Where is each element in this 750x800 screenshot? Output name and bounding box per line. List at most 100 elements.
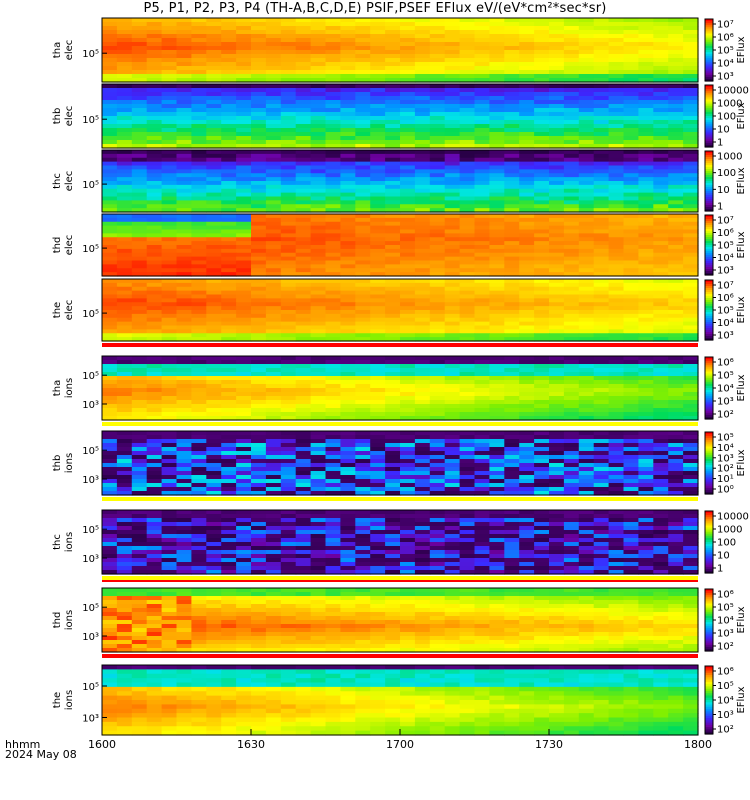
heatmap-cell-thb-elec bbox=[236, 108, 252, 113]
heatmap-cell-the-elec bbox=[474, 282, 490, 288]
heatmap-cell-thd-elec bbox=[668, 248, 684, 254]
heatmap-cell-thc-ions bbox=[295, 518, 312, 523]
heatmap-cell-thc-elec bbox=[683, 192, 699, 198]
heatmap-cell-thd-elec bbox=[251, 248, 267, 254]
heatmap-cell-thb-elec bbox=[623, 124, 639, 129]
heatmap-cell-thb-elec bbox=[653, 108, 669, 113]
heatmap-cell-thb-elec bbox=[206, 112, 222, 117]
heatmap-cell-thc-elec bbox=[668, 165, 684, 170]
colorbar-tick-label: 10 bbox=[717, 185, 730, 196]
heatmap-cell-thc-elec bbox=[653, 153, 669, 159]
heatmap-cell-thc-elec bbox=[414, 188, 431, 194]
colorbar-segment bbox=[705, 369, 713, 373]
heatmap-cell-thc-elec bbox=[325, 184, 341, 190]
heatmap-cell-thd-elec bbox=[295, 221, 312, 227]
heatmap-cell-thd-elec bbox=[608, 268, 625, 273]
heatmap-cell-tha-ions bbox=[295, 384, 312, 389]
heatmap-cell-tha-ions bbox=[549, 388, 565, 393]
heatmap-cell-tha-ions bbox=[280, 356, 297, 361]
heatmap-cell-thd-elec bbox=[623, 252, 639, 258]
heatmap-cell-thb-elec bbox=[310, 84, 327, 89]
heatmap-cell-thb-ions bbox=[563, 443, 580, 448]
heatmap-cell-thd-elec bbox=[102, 264, 118, 269]
heatmap-cell-thd-elec bbox=[310, 268, 327, 273]
heatmap-cell-the-elec bbox=[191, 313, 207, 319]
heatmap-cell-the-elec bbox=[295, 310, 312, 315]
heatmap-cell-the-elec bbox=[668, 294, 684, 299]
heatmap-cell-thd-elec bbox=[191, 245, 207, 250]
heatmap-cell-thd-elec bbox=[638, 256, 654, 262]
heatmap-cell-thc-elec bbox=[504, 173, 520, 178]
heatmap-cell-the-elec bbox=[578, 282, 595, 288]
heatmap-cell-tha-elec bbox=[310, 26, 327, 31]
heatmap-cell-tha-elec bbox=[176, 58, 192, 63]
colorbar-segment bbox=[705, 400, 713, 404]
heatmap-cell-thb-ions bbox=[549, 451, 565, 456]
heatmap-cell-thb-elec bbox=[280, 128, 297, 133]
heatmap-cell-thb-elec bbox=[236, 120, 252, 125]
heatmap-cell-thd-elec bbox=[638, 214, 654, 219]
heatmap-cell-thc-ions bbox=[683, 510, 699, 515]
heatmap-cell-tha-ions bbox=[563, 364, 580, 369]
heatmap-cell-thc-elec bbox=[355, 153, 371, 159]
heatmap-cell-thc-elec bbox=[593, 169, 610, 174]
heatmap-cell-thb-ions bbox=[280, 479, 297, 484]
heatmap-cell-the-elec bbox=[355, 294, 371, 299]
heatmap-cell-thb-ions bbox=[340, 451, 356, 456]
heatmap-cell-thd-elec bbox=[474, 229, 490, 234]
heatmap-cell-tha-elec bbox=[534, 50, 550, 55]
heatmap-cell-tha-elec bbox=[295, 66, 312, 71]
heatmap-cell-thb-ions bbox=[116, 451, 133, 456]
heatmap-cell-tha-elec bbox=[251, 18, 267, 23]
heatmap-cell-the-elec bbox=[325, 333, 341, 338]
heatmap-cell-thc-elec bbox=[638, 192, 654, 198]
heatmap-cell-tha-elec bbox=[668, 78, 684, 83]
heatmap-cell-thb-ions bbox=[191, 451, 207, 456]
heatmap-cell-thd-elec bbox=[608, 241, 625, 246]
heatmap-cell-tha-ions bbox=[608, 376, 625, 381]
heatmap-cell-thd-elec bbox=[504, 264, 520, 269]
heatmap-cell-tha-ions bbox=[623, 404, 639, 409]
heatmap-cell-thb-ions bbox=[534, 483, 550, 488]
heatmap-cell-the-elec bbox=[683, 302, 699, 307]
heatmap-cell-tha-elec bbox=[519, 38, 535, 43]
heatmap-cell-thc-elec bbox=[459, 192, 476, 198]
heatmap-cell-the-elec bbox=[623, 302, 639, 307]
heatmap-cell-thc-elec bbox=[236, 200, 252, 205]
heatmap-cell-thb-elec bbox=[549, 124, 565, 129]
heatmap-cell-tha-elec bbox=[593, 34, 610, 39]
heatmap-cell-thb-ions bbox=[608, 451, 625, 456]
heatmap-cell-thd-elec bbox=[280, 252, 297, 258]
heatmap-cell-tha-ions bbox=[400, 372, 416, 377]
heatmap-cell-tha-elec bbox=[206, 38, 222, 43]
heatmap-cell-thb-ions bbox=[668, 443, 684, 448]
ylabel-species: elec bbox=[64, 300, 75, 321]
heatmap-cell-thc-elec bbox=[683, 153, 699, 159]
heatmap-cell-the-elec bbox=[549, 333, 565, 338]
heatmap-cell-thb-elec bbox=[176, 112, 192, 117]
heatmap-cell-thb-ions bbox=[638, 491, 654, 496]
heatmap-cell-the-elec bbox=[563, 290, 580, 296]
colorbar-segment bbox=[705, 487, 713, 491]
heatmap-cell-thd-elec bbox=[638, 272, 654, 277]
heatmap-cell-thd-elec bbox=[310, 248, 327, 254]
heatmap-cell-thb-elec bbox=[295, 120, 312, 125]
heatmap-cell-thb-ions bbox=[519, 443, 535, 448]
heatmap-cell-the-elec bbox=[340, 279, 356, 284]
heatmap-cell-thc-ions bbox=[489, 518, 505, 523]
heatmap-cell-thb-ions bbox=[280, 447, 297, 452]
heatmap-cell-thd-elec bbox=[608, 248, 625, 254]
heatmap-cell-thc-ions bbox=[161, 514, 178, 519]
heatmap-cell-thd-elec bbox=[206, 233, 222, 238]
heatmap-cell-thb-elec bbox=[414, 132, 431, 137]
heatmap-cell-tha-elec bbox=[504, 50, 520, 55]
heatmap-cell-thb-elec bbox=[236, 132, 252, 137]
heatmap-cell-thd-elec bbox=[116, 252, 133, 258]
ytick-label: 10⁵ bbox=[82, 180, 99, 191]
colorbar-segment bbox=[705, 373, 713, 377]
heatmap-cell-thc-elec bbox=[295, 161, 312, 167]
heatmap-cell-tha-elec bbox=[280, 70, 297, 75]
heatmap-cell-thb-ions bbox=[355, 455, 371, 460]
heatmap-cell-thc-ions bbox=[414, 514, 431, 519]
heatmap-cell-thb-ions bbox=[355, 467, 371, 472]
